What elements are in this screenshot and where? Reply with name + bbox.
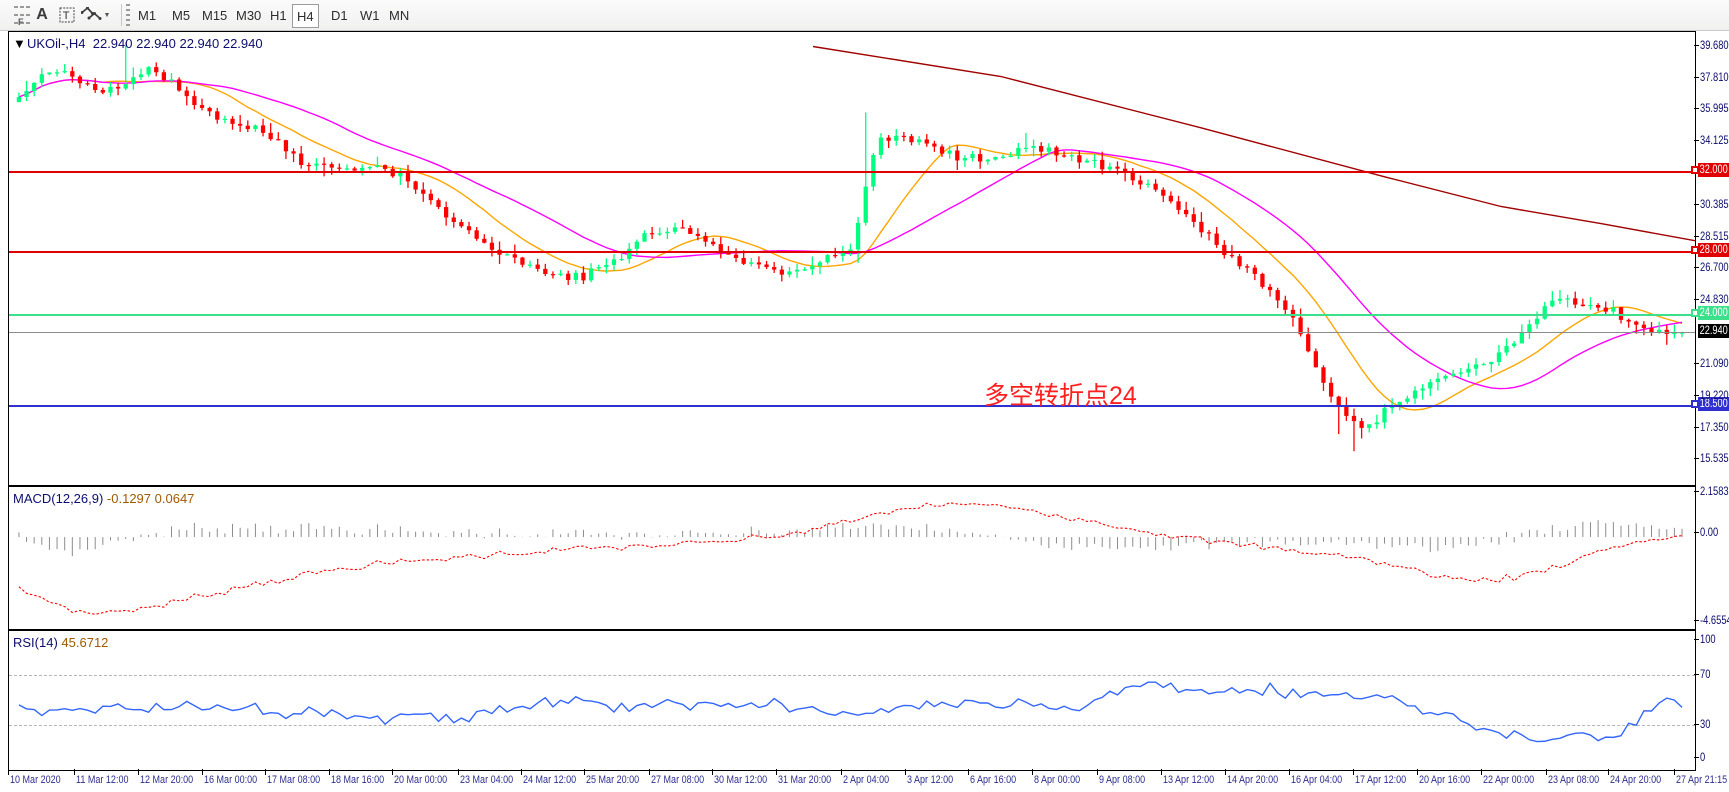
svg-text:T: T (63, 10, 70, 22)
